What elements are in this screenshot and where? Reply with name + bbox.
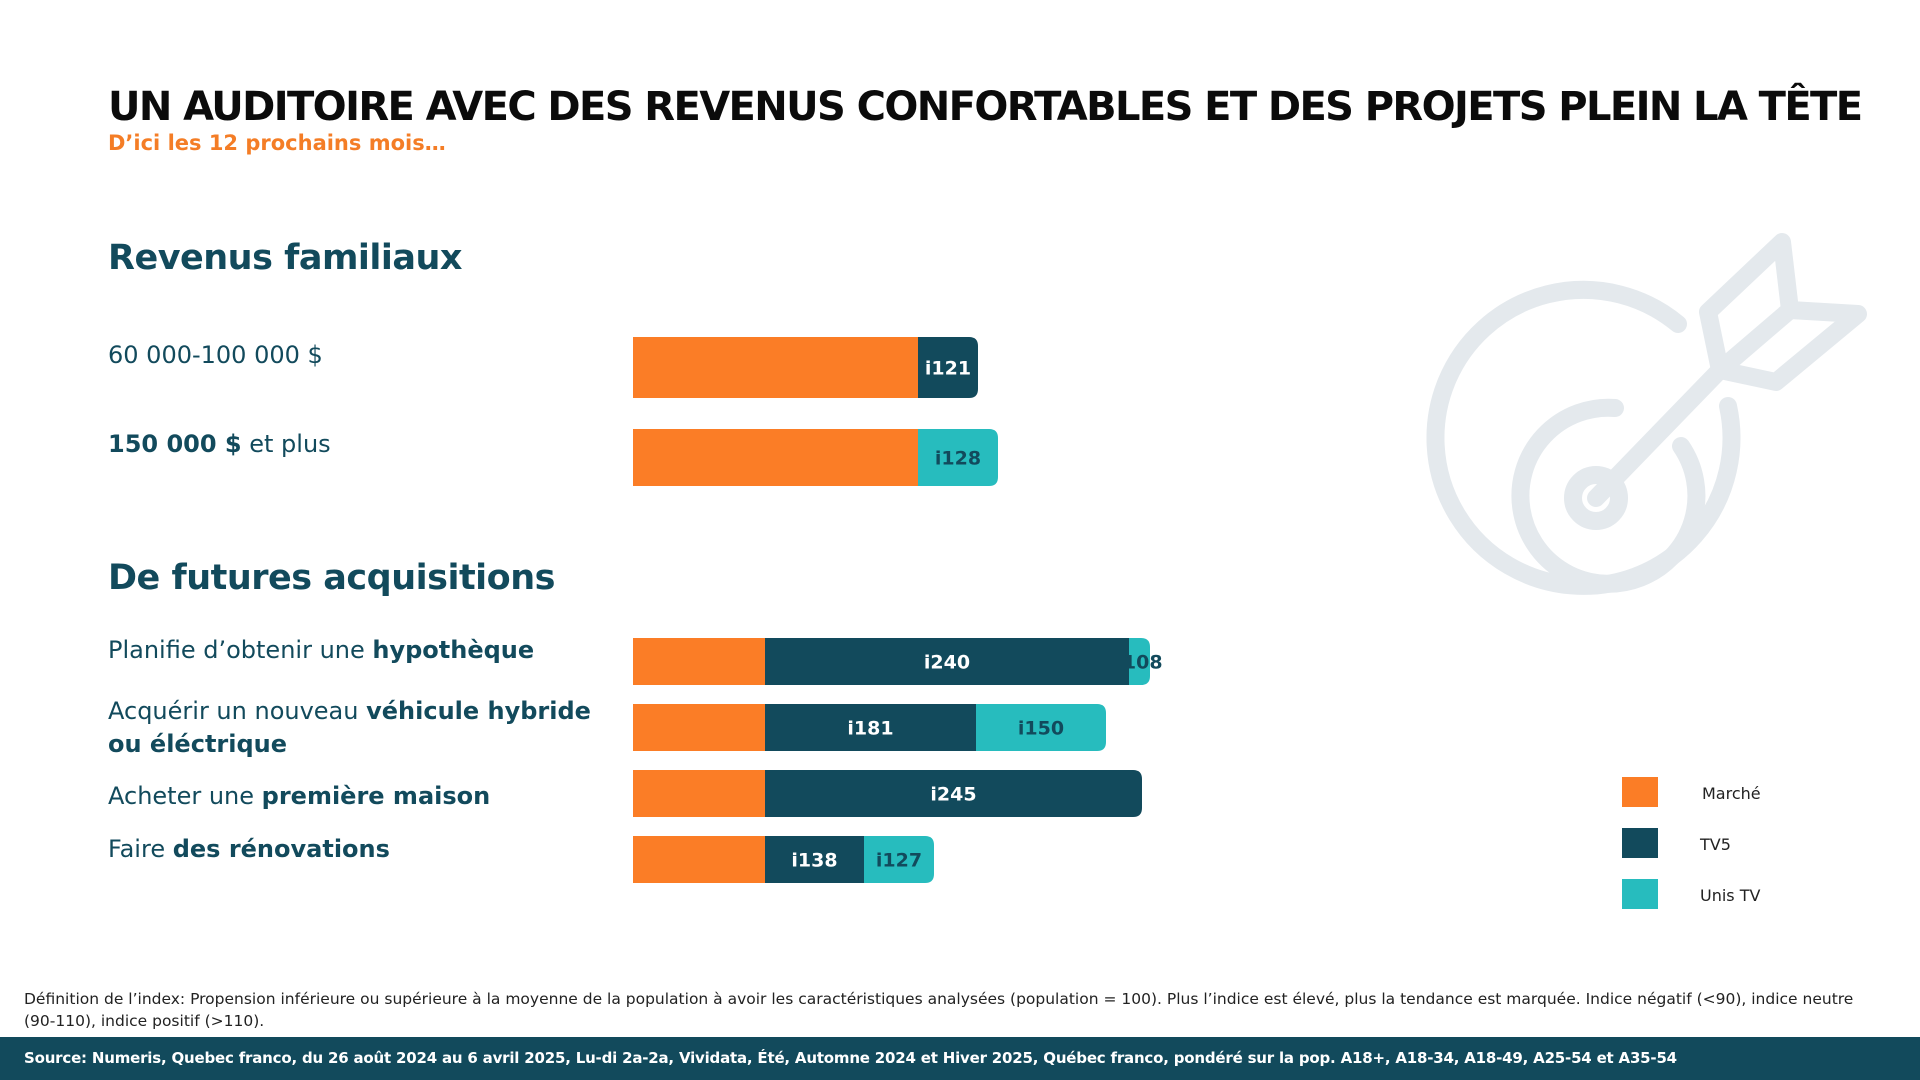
row-label-text: 60 000-100 000 $: [108, 341, 323, 369]
bar-index-label: i245: [930, 784, 976, 806]
legend-label-tv5: TV5: [1700, 835, 1731, 854]
row-label-premiere-maison: Acheter une première maison: [108, 780, 598, 813]
row-label-revenu-60k: 60 000-100 000 $: [108, 339, 598, 372]
bar-index-label: i150: [1018, 718, 1064, 740]
bar-marche-segment: [633, 337, 918, 398]
legend-swatch-tv5: [1622, 828, 1658, 858]
row-label-bold: véhicule hybride ou éléctrique: [108, 697, 591, 758]
target-arrow-icon: [1426, 233, 1867, 595]
row-label-text: Planifie d’obtenir une: [108, 636, 373, 664]
bar-marche-segment: [633, 704, 765, 751]
bar-tv5-segment: [765, 770, 1142, 817]
bar-unis-tv-segment: [864, 836, 934, 883]
bar-tv5-segment: [765, 836, 864, 883]
bar-tv5-segment: [918, 337, 978, 398]
bar-marche-segment: [633, 638, 765, 685]
row-label-bold: hypothèque: [372, 636, 535, 664]
legend-label-unis-tv: Unis TV: [1700, 886, 1761, 905]
row-label-bold: première maison: [261, 782, 491, 810]
bar-tv5-segment: [765, 704, 976, 751]
row-label-bold: 150 000 $: [108, 430, 242, 458]
page-title: UN AUDITOIRE AVEC DES REVENUS CONFORTABL…: [108, 84, 1863, 130]
bar-index-label: i128: [935, 448, 981, 470]
bar-unis-tv-segment: [976, 704, 1106, 751]
bar-unis-tv-segment: [918, 429, 998, 486]
bar-index-label: i121: [925, 358, 971, 380]
bar-tv5-segment: [765, 638, 1129, 685]
source-footer-text: Source: Numeris, Quebec franco, du 26 ao…: [24, 1049, 1677, 1067]
bar-unis-tv-segment: [1129, 638, 1150, 685]
bar-marche-segment: [633, 429, 918, 486]
bar-index-label: i181: [847, 718, 893, 740]
row-label-vehicule: Acquérir un nouveau véhicule hybride ou …: [108, 695, 598, 761]
bar-index-label: i240: [924, 652, 970, 674]
row-label-text: Acquérir un nouveau: [108, 697, 367, 725]
row-label-text-post: et plus: [241, 430, 331, 458]
bar-index-label: i127: [876, 850, 922, 872]
row-label-revenu-150k: 150 000 $ et plus: [108, 428, 598, 461]
row-label-text: Faire: [108, 835, 173, 863]
section-revenus-heading: Revenus familiaux: [108, 238, 463, 278]
section-acquisitions-heading: De futures acquisitions: [108, 558, 555, 598]
source-footer: Source: Numeris, Quebec franco, du 26 ao…: [0, 1037, 1920, 1080]
row-label-bold: des rénovations: [172, 835, 390, 863]
bar-marche-segment: [633, 836, 765, 883]
page-subtitle: D’ici les 12 prochains mois…: [108, 131, 446, 155]
row-label-renovations: Faire des rénovations: [108, 833, 598, 866]
bar-index-label: i108: [1116, 652, 1162, 674]
bar-index-label: i138: [791, 850, 837, 872]
legend-swatch-unis-tv: [1622, 879, 1658, 909]
legend-swatch-marche: [1622, 777, 1658, 807]
bar-marche-segment: [633, 770, 765, 817]
legend-label-marche: Marché: [1702, 784, 1761, 803]
row-label-text: Acheter une: [108, 782, 262, 810]
index-definition-note: Définition de l’index: Propension inféri…: [24, 990, 1854, 1030]
row-label-hypotheque: Planifie d’obtenir une hypothèque: [108, 634, 598, 667]
